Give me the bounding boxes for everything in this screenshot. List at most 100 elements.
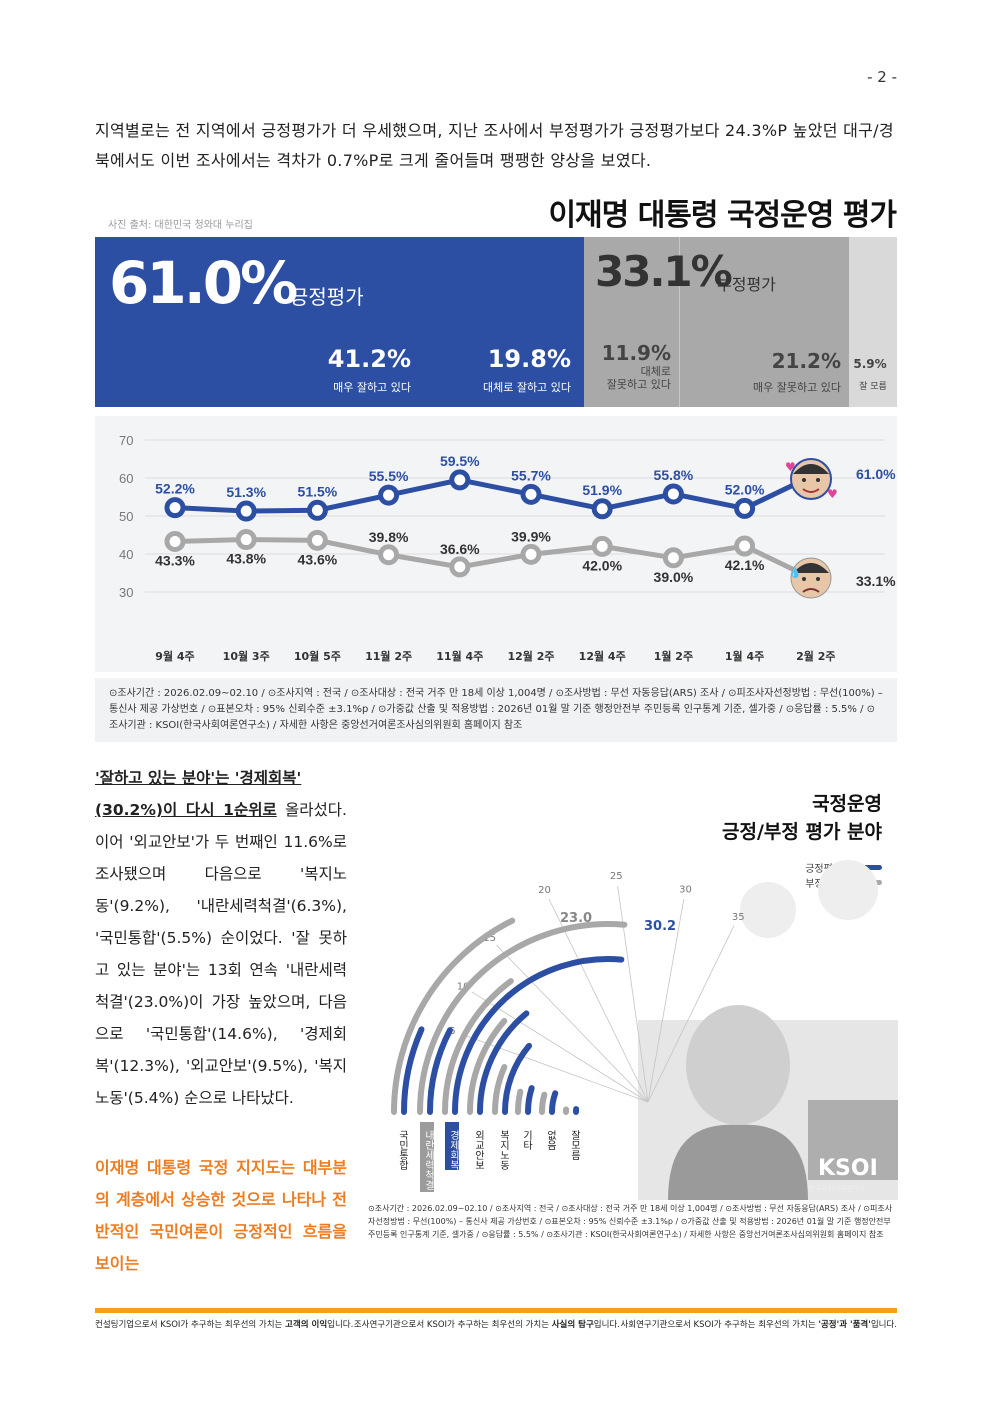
photo-background [638, 860, 898, 1200]
negative-arc [391, 917, 516, 1115]
negative-data-label: 33.1% [856, 573, 896, 589]
trend-line-chart: 70 60 50 40 30 9월 4주 10월 3주 10월 5주 11월 2주 11월 4주… [95, 416, 897, 672]
svg-text:♥: ♥ [827, 487, 838, 501]
positive-point [662, 483, 684, 505]
negative-data-label: 43.6% [298, 551, 338, 567]
negative-data-label: 42.0% [582, 557, 622, 573]
svg-text:💧: 💧 [789, 566, 801, 579]
very-bad-value: 21.2% [771, 349, 841, 373]
category-highlight-negative [420, 1122, 434, 1192]
negative-point [734, 535, 756, 557]
negative-arc [515, 1088, 524, 1115]
approval-summary-bar: 61.0% 긍정평가 33.1% 부정평가 41.2% 매우 잘하고 있다 19… [95, 237, 897, 407]
scale-tick: 25 [610, 871, 623, 882]
positive-data-label: 51.3% [226, 484, 266, 500]
negative-point [662, 547, 684, 569]
footer-item-2: 조사연구기관으로서 KSOI가 추구하는 최우선의 가치는 사실의 탐구입니다. [353, 1320, 620, 1330]
negative-arc [467, 1017, 508, 1115]
negative-data-label: 39.0% [654, 569, 694, 585]
footer-item-1: 컨설팅기업으로서 KSOI가 추구하는 최우선의 가치는 고객의 이익입니다. [95, 1320, 354, 1330]
positive-data-label: 55.8% [654, 467, 694, 483]
negative-total: 33.1% [595, 247, 733, 296]
x-tick-label: 1월 4주 [725, 649, 764, 663]
positive-value-label: 30.2 [644, 919, 676, 934]
scale-line [496, 944, 649, 1103]
negative-face-icon: 💧 [789, 557, 832, 599]
highlight-a: '잘하고 있는 분야'는 '경제회복' [95, 769, 302, 787]
scale-line [647, 925, 735, 1103]
positive-data-label: 61.0% [856, 466, 896, 482]
very-bad-label: 매우 잘못하고 있다 [753, 381, 841, 394]
positive-data-label: 51.5% [298, 483, 338, 499]
negative-point [235, 529, 257, 551]
category-label: 내란세력척결 [423, 1130, 435, 1190]
positive-arc [549, 1090, 559, 1115]
positive-total: 61.0% [109, 249, 298, 317]
positive-point [164, 497, 186, 519]
negative-arc [442, 978, 514, 1115]
radial-chart-title: 국정운영 긍정/부정 평가 분야 [722, 790, 882, 846]
x-tick-label: 1월 2주 [654, 649, 693, 663]
positive-arc [477, 1010, 530, 1115]
positive-data-label: 52.0% [725, 481, 765, 497]
page-number: - 2 - [867, 68, 897, 86]
x-tick-label: 10월 5주 [294, 649, 341, 663]
left-column-text: '잘하고 있는 분야'는 '경제회복' (30.2%)이 다시 1순위로 올라섰… [95, 762, 347, 1114]
fairly-bad-value: 11.9% [601, 341, 671, 365]
positive-data-label: 59.5% [440, 453, 480, 469]
highlight-b: (30.2%)이 다시 1순위로 [95, 801, 277, 819]
negative-data-label: 42.1% [725, 557, 765, 573]
negative-point [591, 535, 613, 557]
positive-face-icon: ♥ ♥ [785, 458, 838, 501]
body-text: 올라섰다. 이어 '외교안보'가 두 번째인 11.6%로 조사됐으며 다음으로… [95, 801, 347, 1107]
category-label: 없음 [545, 1129, 557, 1150]
negative-point [378, 544, 400, 566]
survey-note: ⊙조사기간 : 2026.02.09~02.10 / ⊙조사지역 : 전국 / … [95, 678, 897, 742]
very-good-value: 41.2% [327, 345, 411, 373]
negative-data-label: 39.8% [369, 529, 409, 545]
y-tick-label: 60 [119, 471, 133, 486]
negative-arc [539, 1091, 548, 1115]
negative-data-label: 43.8% [226, 551, 266, 567]
scale-tick: 20 [538, 885, 551, 896]
y-tick-label: 30 [119, 585, 133, 600]
positive-point [449, 469, 471, 491]
category-label: 경제회복 [448, 1129, 460, 1171]
radial-survey-note: ⊙조사기간 : 2026.02.09~02.10 / ⊙조사지역 : 전국 / … [368, 1204, 893, 1239]
x-tick-label: 9월 4주 [155, 649, 194, 663]
positive-arc [502, 1042, 533, 1115]
positive-point [235, 500, 257, 522]
positive-data-label: 55.7% [511, 467, 551, 483]
positive-line [174, 471, 817, 514]
negative-arc [417, 921, 628, 1115]
negative-segment-mild [584, 237, 679, 407]
negative-value-label: 23.0 [560, 911, 592, 926]
y-tick-label: 70 [119, 433, 133, 448]
dont-know-value: 5.9% [853, 357, 887, 371]
main-title: 이재명 대통령 국정운영 평가 [548, 198, 897, 233]
negative-data-label: 36.6% [440, 541, 480, 557]
positive-arc [452, 956, 625, 1115]
negative-data-label: 43.3% [155, 552, 195, 568]
svg-text:♥: ♥ [785, 460, 796, 474]
positive-arc [401, 1026, 425, 1115]
positive-segment [95, 237, 584, 407]
photo-credit: 사진 출처: 대한민국 청와대 누리집 [108, 220, 253, 231]
trend-chart-svg: 70 60 50 40 30 9월 4주 10월 3주 10월 5주 11월 2주 11월 4주… [119, 433, 896, 663]
positive-point [520, 483, 542, 505]
positive-label: 긍정평가 [290, 285, 364, 309]
positive-point [306, 499, 328, 521]
radial-title-line-1: 국정운영 [812, 793, 882, 815]
negative-arc [492, 1064, 508, 1115]
negative-line [174, 537, 817, 583]
y-tick-label: 40 [119, 547, 133, 562]
positive-point [378, 484, 400, 506]
orange-highlight-text: 이재명 대통령 국정 지지도는 대부분의 계층에서 상승한 것으로 나타나 전반… [95, 1158, 347, 1273]
negative-point [449, 556, 471, 578]
positive-arc [427, 1027, 453, 1115]
footer: 컨설팅기업으로서 KSOI가 추구하는 최우선의 가치는 고객의 이익입니다. … [95, 1318, 897, 1330]
x-tick-label: 11월 2주 [365, 649, 412, 663]
footer-item-3: 사회연구기관으로서 KSOI가 추구하는 최우선의 가치는 '공정'과 '품격'… [620, 1320, 897, 1330]
scale-line [647, 899, 685, 1103]
